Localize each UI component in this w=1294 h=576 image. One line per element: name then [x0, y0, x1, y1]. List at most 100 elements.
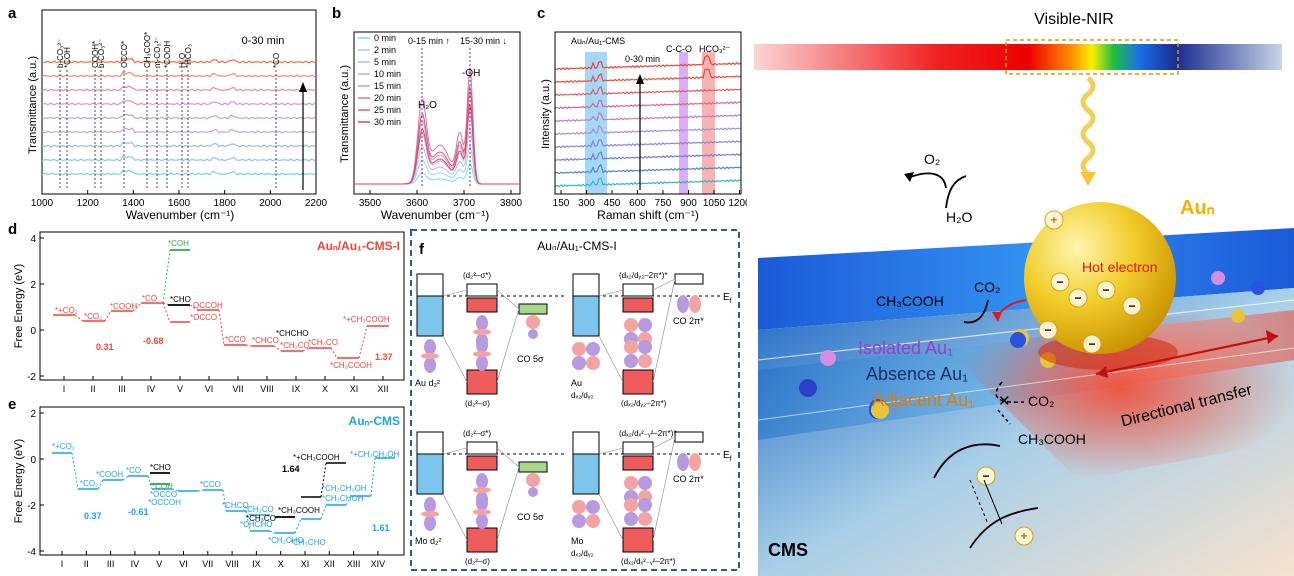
- barrier-value: 1.61: [372, 523, 390, 533]
- ir-curve: [41, 57, 316, 64]
- ir-curve: [41, 127, 316, 134]
- species-label: *+CH₃COOH: [343, 315, 390, 324]
- x-tick: 2000: [259, 198, 282, 209]
- metal-label: Au: [571, 378, 582, 388]
- ir-curve: [41, 141, 316, 148]
- species-label: OCCOH: [193, 301, 223, 310]
- co-label: CO 5σ: [517, 354, 544, 364]
- band-hco3: [702, 52, 715, 194]
- peak-label: CH₃COO*: [143, 32, 152, 68]
- legend-entry: 20 min: [374, 93, 401, 103]
- y-tick: -2: [27, 501, 36, 512]
- species-label: *CCO: [200, 480, 221, 489]
- panel-letter: e: [8, 396, 16, 413]
- co2-label-bottom: CO₂: [1028, 393, 1054, 409]
- h2o-label: H₂O: [418, 100, 437, 111]
- band-label-cco: C-C-O: [666, 44, 692, 54]
- species-label: *CHCO: [222, 501, 249, 510]
- charge-carrier: [1122, 296, 1142, 316]
- legend: 0 min 2 min 5 min 10 min 15 min 20 min 25 min 3…: [358, 33, 401, 127]
- x-tick: VII: [232, 384, 243, 394]
- barrier-value: 1.37: [375, 352, 393, 362]
- raman-curve: [554, 125, 742, 136]
- charge-carrier: [1050, 272, 1070, 292]
- panel-e: e 20-2-4 I II III IV V VI VII VIII IX X XI XII XIII X…: [8, 396, 405, 569]
- x-tick: 3700: [453, 198, 476, 209]
- plot-frame: [353, 31, 521, 195]
- peak-lines: [59, 70, 277, 190]
- charge-carrier: [1096, 280, 1116, 300]
- au1-atom: [1211, 271, 1225, 285]
- x-tick: IV: [147, 384, 156, 394]
- species-label: *CH₂CO: [280, 341, 310, 350]
- x-ticks: 150 300 450 600 750 900 10501200: [553, 190, 747, 209]
- au1-atom: [820, 350, 836, 366]
- svg-text:−: −: [1044, 323, 1051, 337]
- species-label: *CHCHO: [276, 329, 308, 338]
- species-label: *COOH: [110, 302, 137, 311]
- species-label: *CHO: [150, 463, 171, 472]
- x-tick: XI: [350, 384, 359, 394]
- y-ticks: 4 2 0 -2: [27, 234, 44, 383]
- x-tick: I: [63, 384, 66, 394]
- x-tick: 1200: [728, 198, 747, 209]
- antibonding-label: (d₂²–σ*): [463, 271, 491, 280]
- panel-d: d 420-2 I II III IV V VI VII VIII IX X XI XII Auₙ/A…: [8, 221, 405, 394]
- panel-b: b 0 min 2 min 5 min 10 min 15 min 20 min 25 mi…: [332, 5, 523, 222]
- au1-atom: [1231, 309, 1245, 323]
- species-label: *OCCO: [150, 490, 177, 499]
- panel-letter: b: [332, 5, 341, 22]
- peak-label: *COH: [63, 47, 72, 68]
- y-tick: -4: [27, 547, 36, 558]
- cms-label: CMS: [768, 540, 808, 560]
- species-label: *+CH₃COOH: [293, 453, 340, 462]
- panel-letter: d: [8, 221, 17, 238]
- x-tick: 1200: [77, 198, 100, 209]
- x-tick: VI: [179, 559, 188, 569]
- ir-curve: [41, 169, 316, 176]
- x-axis-label: Wavenumber (cm⁻¹): [126, 208, 235, 222]
- ir-curve: [41, 155, 316, 162]
- spectrum-label: Visible-NIR: [1034, 11, 1114, 28]
- svg-text:−: −: [1074, 291, 1081, 305]
- peak-labels: b-CO₃²⁻*COH COOH*b-CO₃²⁻ OCCO* CH₃COO* m-CO₃…: [56, 32, 281, 68]
- raman-curve: [554, 177, 742, 188]
- x-tick: III: [118, 384, 126, 394]
- ir-curve: [41, 85, 316, 92]
- spectrum-window: [1005, 39, 1179, 75]
- species-label: *CH₂CO: [244, 505, 274, 514]
- x-tick: XIV: [371, 559, 386, 569]
- y-axis-label: Free Energy (eV): [13, 264, 25, 348]
- raman-curve: [554, 112, 742, 123]
- species-label: *CO: [142, 294, 157, 303]
- fermi-label: Ef: [723, 292, 732, 305]
- charge-carrier: [1044, 210, 1064, 230]
- oh-curve: [354, 144, 519, 185]
- peak-label: H₂O: [178, 53, 187, 68]
- bonding-label: (d₂²–σ): [465, 557, 490, 566]
- x-tick: 1050: [703, 198, 726, 209]
- species-label: *CH₃COOH: [278, 506, 320, 515]
- plot-frame: [554, 31, 742, 195]
- peak-label: m-CO₃²⁻: [153, 37, 162, 68]
- x-tick: I: [61, 559, 64, 569]
- x-tick: 3500: [359, 198, 382, 209]
- plot-frame: [39, 406, 405, 556]
- orbital-diagrams: (d₂²–σ*) (d₂²–σ) Au d₂² CO 5σ (dₓ₂/dᵧ₂–2π*)*…: [415, 271, 732, 566]
- absence-au1-label: Absence Au₁: [866, 364, 968, 384]
- x-tick: 1000: [31, 198, 54, 209]
- isolated-au1-label: Isolated Au₁: [858, 338, 953, 358]
- species-label: *+CH₃CH₂OH: [350, 450, 399, 459]
- x-tick: 600: [629, 198, 646, 209]
- species-label: *+CO₂: [55, 306, 78, 315]
- species-label: *CHO: [170, 295, 191, 304]
- peak-label: *HCO₃: [184, 44, 193, 68]
- x-tick: V: [156, 559, 162, 569]
- charge-carrier: [1068, 288, 1088, 308]
- oh-label: -OH: [462, 68, 480, 79]
- au1-atom: [1251, 281, 1265, 295]
- arrow-note-2: 15-30 min ↓: [460, 36, 507, 46]
- orbital-block: (dₓ₂/dᵧ₂–2π*)* (dₓ₂/dᵧ₂–2π*) Au dₓ₂/dᵧ₂ CO 2…: [571, 271, 732, 408]
- metal-label: Mo d₂²: [415, 536, 442, 546]
- species-label: *CHCO: [252, 336, 279, 345]
